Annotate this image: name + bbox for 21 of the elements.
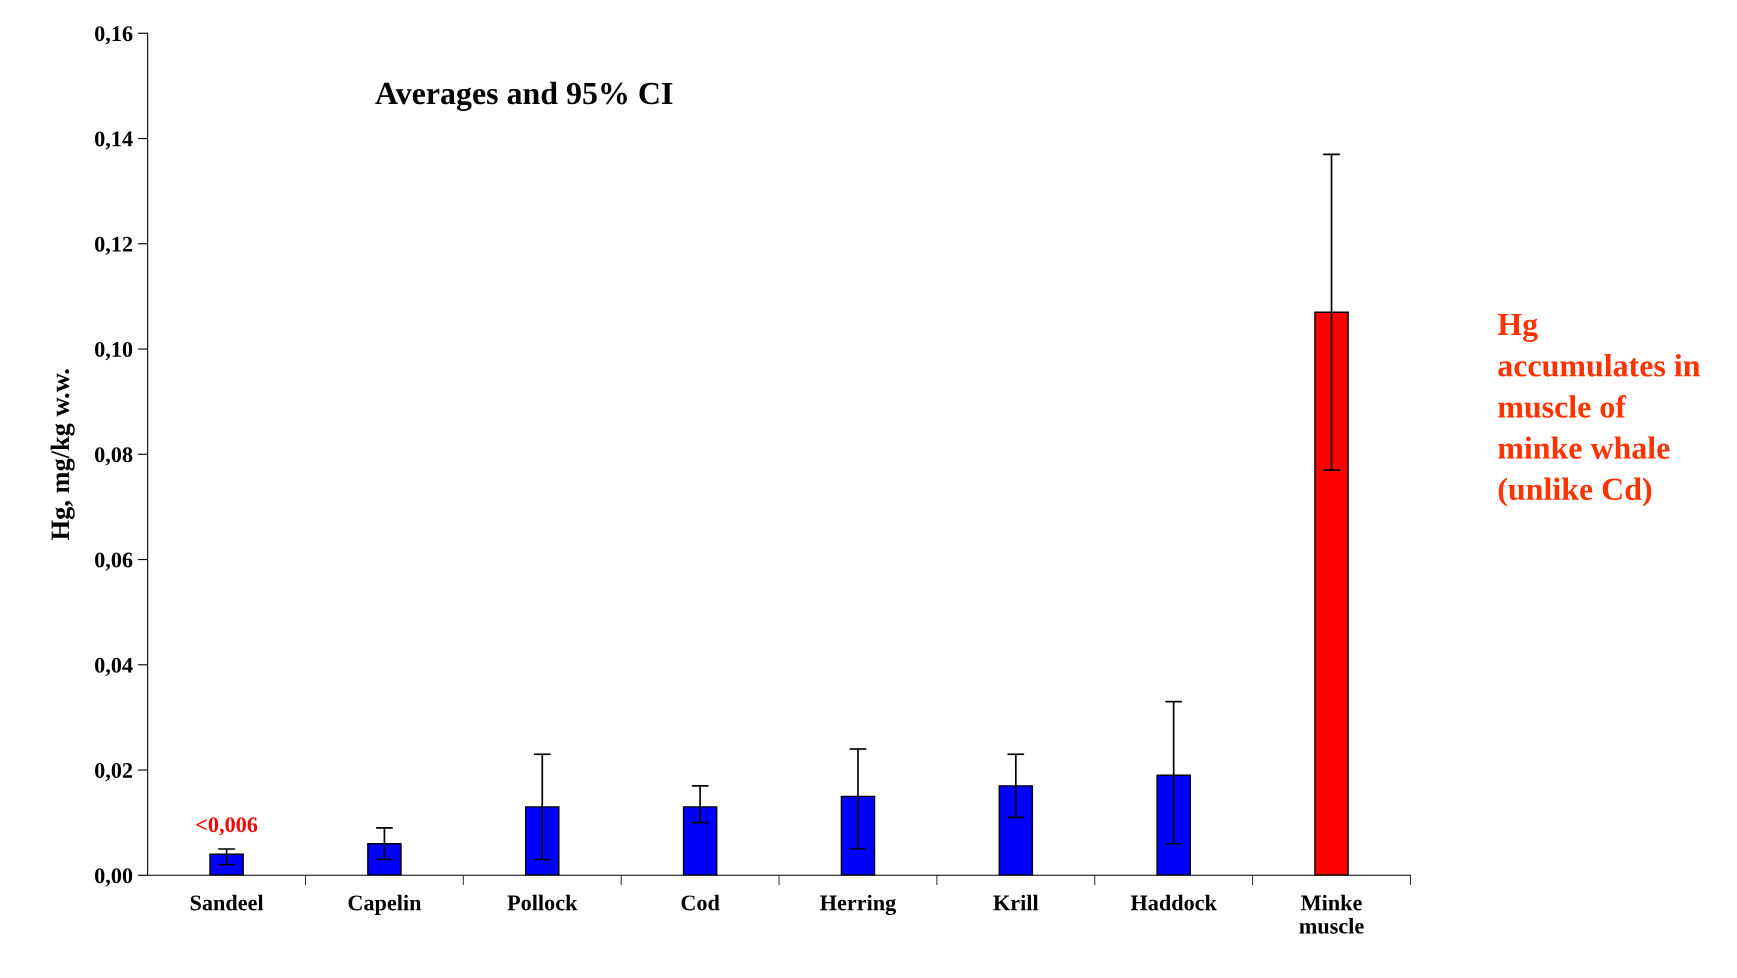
y-tick-label: 0,04 bbox=[95, 657, 133, 676]
x-tick-label: Krill bbox=[993, 894, 1039, 911]
text: Hg accumulates in muscle of minke whale (unlike Cd) bbox=[1497, 313, 1701, 507]
y-tick-label: 0,02 bbox=[95, 762, 133, 782]
x-tick-label: Sandeel bbox=[190, 894, 264, 911]
y-tick-label: 0,06 bbox=[95, 552, 133, 571]
x-tick-label: Haddock bbox=[1130, 894, 1217, 911]
x-tick-label: Capelin bbox=[348, 894, 422, 915]
annotation: <0,006 bbox=[196, 817, 258, 836]
y-tick-label: 0,10 bbox=[95, 341, 133, 361]
y-tick-label: 0,00 bbox=[95, 868, 133, 887]
y-tick-label: 0,14 bbox=[95, 131, 133, 150]
y-tick-label: 0,08 bbox=[95, 447, 133, 466]
x-tick-label: Minke muscle bbox=[1299, 894, 1364, 934]
x-tick-label: Pollock bbox=[507, 894, 578, 911]
text: Averages and 95% CI bbox=[375, 81, 673, 112]
y-axis-title: Hg, mg/kg w.w. bbox=[50, 369, 75, 540]
y-tick-label: 0,16 bbox=[95, 26, 133, 45]
x-tick-label: Cod bbox=[681, 894, 720, 911]
x-tick-label: Herring bbox=[820, 894, 897, 916]
y-tick-label: 0,12 bbox=[95, 236, 133, 255]
